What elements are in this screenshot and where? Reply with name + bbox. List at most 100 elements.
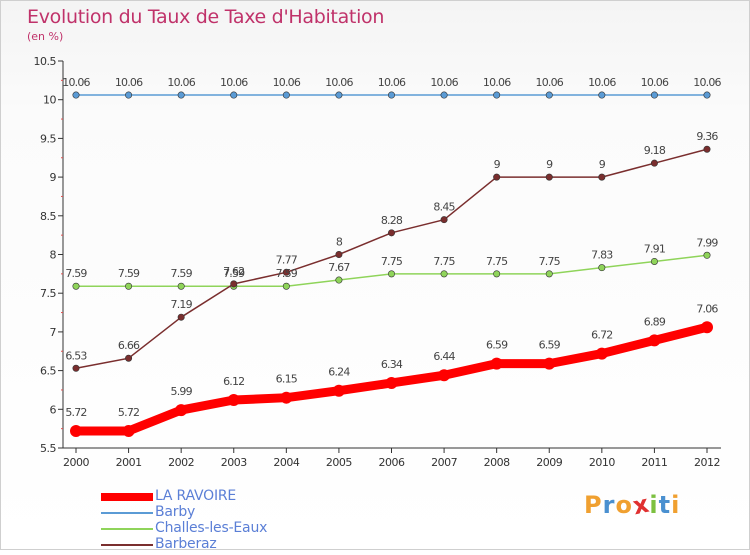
- data-point-barby: [440, 91, 448, 99]
- data-label-barby: 10.06: [588, 76, 616, 89]
- data-point-barberaz: [545, 173, 553, 181]
- y-tick-label: 9.5: [40, 132, 56, 145]
- y-tick-label: 6.5: [40, 365, 56, 378]
- data-label-la-ravoire: 5.99: [171, 385, 193, 398]
- x-tick-label: 2000: [63, 456, 89, 469]
- logo-letter: i: [671, 491, 681, 519]
- data-label-la-ravoire: 6.34: [381, 358, 403, 371]
- data-label-barby: 10.06: [167, 76, 195, 89]
- data-label-barberaz: 9.18: [644, 144, 666, 157]
- data-label-barby: 10.06: [536, 76, 564, 89]
- data-label-la-ravoire: 6.72: [591, 329, 612, 342]
- x-tick-label: 2008: [484, 456, 510, 469]
- chart-title: Evolution du Taux de Taxe d'Habitation: [27, 6, 385, 28]
- data-label-barby: 10.06: [378, 76, 406, 89]
- x-tick-label: 2005: [326, 456, 352, 469]
- data-point-barberaz: [650, 159, 658, 167]
- data-label-barberaz: 8.28: [381, 214, 403, 227]
- y-tick-label: 6: [50, 403, 57, 416]
- data-label-la-ravoire: 6.12: [223, 375, 244, 388]
- logo-letter: o: [615, 491, 633, 519]
- x-tick-label: 2002: [168, 456, 194, 469]
- data-point-la-ravoire: [648, 334, 661, 347]
- data-label-la-ravoire: 5.72: [65, 406, 86, 419]
- data-label-barberaz: 8.45: [433, 201, 455, 214]
- data-label-challes-les-eaux: 7.75: [381, 255, 403, 268]
- data-label-barby: 10.06: [273, 76, 301, 89]
- data-label-barberaz: 7.62: [223, 265, 244, 278]
- data-label-barberaz: 7.19: [171, 298, 193, 311]
- data-point-barberaz: [125, 354, 133, 362]
- data-label-challes-les-eaux: 7.91: [644, 242, 665, 255]
- data-point-la-ravoire: [438, 369, 451, 382]
- data-label-challes-les-eaux: 7.59: [223, 267, 245, 280]
- data-point-barby: [650, 91, 658, 99]
- data-point-challes-les-eaux: [493, 270, 501, 278]
- data-point-la-ravoire: [70, 424, 82, 437]
- data-point-la-ravoire: [122, 424, 135, 437]
- data-label-challes-les-eaux: 7.75: [486, 255, 508, 268]
- data-point-challes-les-eaux: [335, 276, 343, 284]
- data-point-challes-les-eaux: [545, 270, 553, 278]
- data-point-barberaz: [282, 268, 290, 276]
- data-label-la-ravoire: 6.15: [276, 373, 298, 386]
- x-tick-label: 2012: [694, 456, 720, 469]
- data-label-la-ravoire: 6.89: [644, 315, 666, 328]
- y-tick-label: 7.5: [40, 287, 56, 300]
- data-point-challes-les-eaux: [387, 270, 395, 278]
- legend-swatch-challes-les-eaux: [101, 528, 153, 530]
- data-point-la-ravoire: [227, 394, 240, 407]
- data-point-barby: [125, 91, 133, 99]
- data-label-barby: 10.06: [693, 76, 721, 89]
- data-point-barby: [545, 91, 553, 99]
- data-point-la-ravoire: [385, 376, 398, 389]
- data-label-barby: 10.06: [115, 76, 143, 89]
- data-point-barberaz: [230, 280, 238, 288]
- logo-letter: i: [649, 491, 659, 519]
- data-point-la-ravoire: [490, 357, 503, 370]
- data-point-barberaz: [335, 251, 343, 259]
- x-tick-label: 2003: [221, 456, 247, 469]
- data-label-barby: 10.06: [483, 76, 511, 89]
- legend-swatch-la-ravoire: [101, 493, 153, 501]
- data-point-barby: [387, 91, 395, 99]
- data-label-barberaz: 9: [546, 158, 553, 171]
- legend-swatch-barberaz: [101, 544, 153, 546]
- data-point-barberaz: [440, 216, 448, 224]
- data-label-la-ravoire: 6.59: [539, 339, 561, 352]
- data-point-la-ravoire: [332, 384, 345, 397]
- data-label-challes-les-eaux: 7.67: [328, 261, 350, 274]
- data-point-barberaz: [493, 173, 501, 181]
- y-tick-label: 8: [50, 249, 57, 262]
- data-label-barby: 10.06: [62, 76, 90, 89]
- x-tick-label: 2009: [536, 456, 562, 469]
- legend-label-barberaz: Barberaz: [155, 536, 217, 552]
- legend-swatch-barby: [101, 512, 153, 514]
- data-label-challes-les-eaux: 7.59: [65, 267, 87, 280]
- data-point-challes-les-eaux: [598, 264, 606, 272]
- data-point-barberaz: [387, 229, 395, 237]
- x-tick-label: 2006: [379, 456, 405, 469]
- y-tick-label: 9: [50, 171, 57, 184]
- data-label-barby: 10.06: [430, 76, 458, 89]
- logo-letter: r: [602, 491, 616, 519]
- data-point-barby: [282, 91, 290, 99]
- data-point-barberaz: [598, 173, 606, 181]
- data-point-barberaz: [703, 145, 711, 153]
- chart-subtitle: (en %): [27, 30, 64, 43]
- data-point-barby: [335, 91, 343, 99]
- data-label-barberaz: 9.36: [696, 130, 718, 143]
- data-label-challes-les-eaux: 7.99: [696, 236, 718, 249]
- data-label-la-ravoire: 6.44: [433, 350, 455, 363]
- data-label-barberaz: 6.53: [65, 349, 87, 362]
- data-point-la-ravoire: [701, 321, 713, 334]
- data-point-challes-les-eaux: [703, 251, 711, 259]
- data-point-barby: [72, 91, 80, 99]
- data-label-barberaz: 8: [336, 236, 343, 249]
- data-label-challes-les-eaux: 7.83: [591, 249, 613, 262]
- data-point-challes-les-eaux: [125, 282, 133, 290]
- proxiti-logo: Proxiti: [584, 490, 681, 521]
- data-point-la-ravoire: [280, 391, 293, 404]
- data-point-challes-les-eaux: [650, 257, 658, 265]
